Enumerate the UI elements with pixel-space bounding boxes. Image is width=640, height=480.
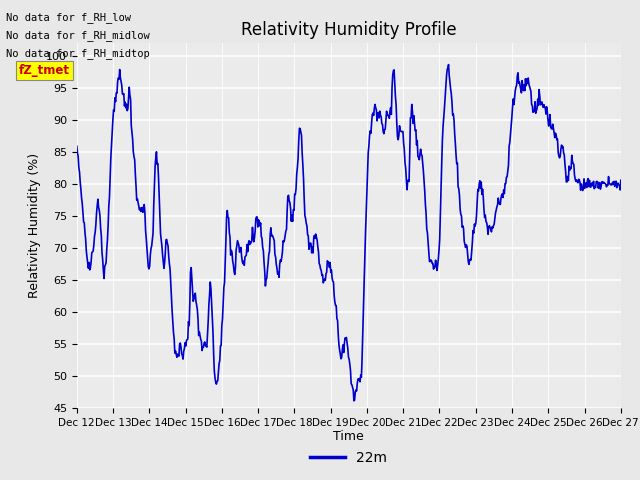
Y-axis label: Relativity Humidity (%): Relativity Humidity (%): [28, 153, 40, 298]
Text: fZ_tmet: fZ_tmet: [19, 64, 70, 77]
Text: No data for f_RH_low: No data for f_RH_low: [6, 12, 131, 23]
Text: No data for f_RH_midtop: No data for f_RH_midtop: [6, 48, 150, 60]
X-axis label: Time: Time: [333, 431, 364, 444]
Text: No data for f_RH_midlow: No data for f_RH_midlow: [6, 30, 150, 41]
Legend: 22m: 22m: [305, 445, 393, 470]
Title: Relativity Humidity Profile: Relativity Humidity Profile: [241, 21, 456, 39]
